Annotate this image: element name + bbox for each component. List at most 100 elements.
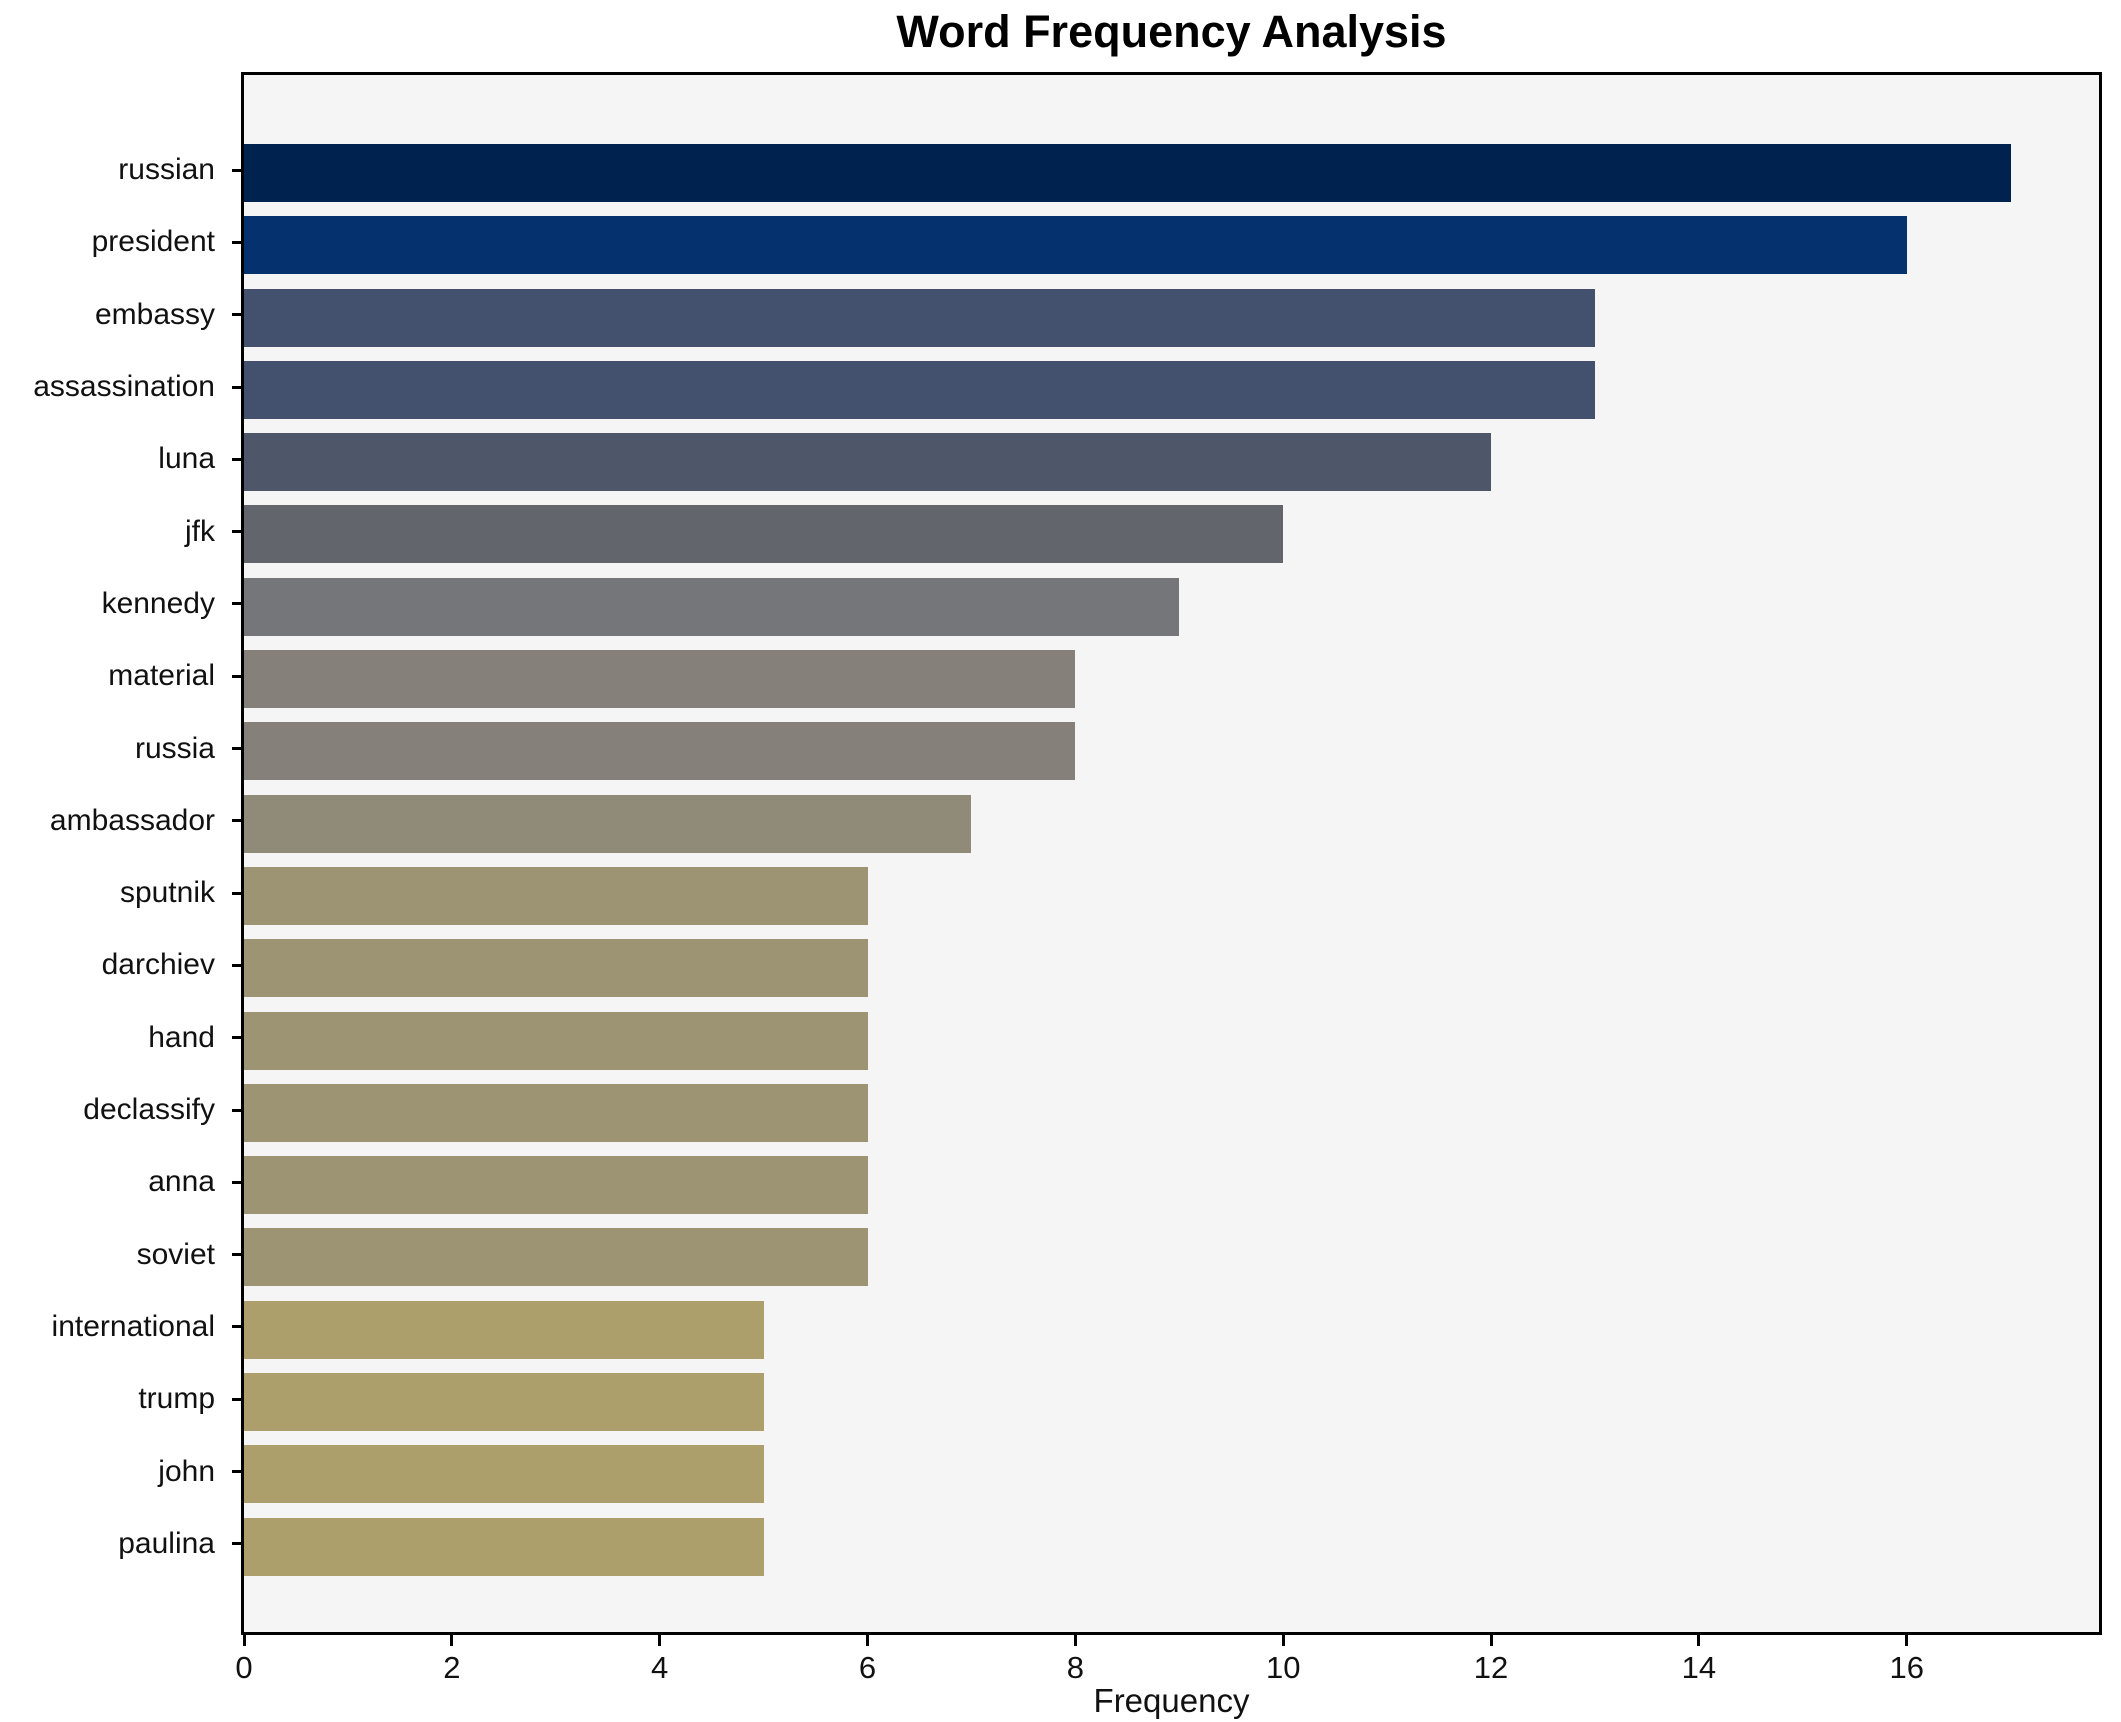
y-tick-mark (232, 240, 241, 244)
y-tick-label-darchiev: darchiev (101, 948, 215, 982)
y-tick-mark (232, 1470, 241, 1474)
bar-band (244, 426, 2099, 498)
x-tick-label-2: 2 (443, 1650, 461, 1685)
bar-band (244, 137, 2099, 209)
bar-band (244, 1077, 2099, 1149)
x-tick-mark (658, 1635, 662, 1646)
bar-hand (244, 1011, 868, 1070)
y-tick-mark (232, 1036, 241, 1040)
bar-president (244, 216, 1907, 275)
y-tick-label-russian: russian (118, 153, 215, 187)
bar-luna (244, 433, 1492, 492)
bar-international (244, 1300, 764, 1359)
bar-band (244, 1511, 2099, 1583)
bars-container (244, 75, 2099, 1632)
y-tick-label-hand: hand (148, 1020, 215, 1054)
x-tick-mark (1073, 1635, 1077, 1646)
bar-band (244, 860, 2099, 932)
bar-declassify (244, 1083, 868, 1142)
y-tick-label-international: international (51, 1309, 215, 1343)
y-tick-label-anna: anna (148, 1165, 215, 1199)
y-tick-label-soviet: soviet (136, 1237, 215, 1271)
y-tick-mark (232, 313, 241, 317)
bar-ambassador (244, 794, 972, 853)
y-tick-mark (232, 963, 241, 967)
y-tick-mark (232, 385, 241, 389)
bar-band (244, 788, 2099, 860)
bar-anna (244, 1156, 868, 1215)
bar-band (244, 1221, 2099, 1293)
y-tick-label-trump: trump (138, 1382, 215, 1416)
bar-darchiev (244, 939, 868, 998)
bar-russian (244, 144, 2011, 202)
x-tick-mark (1489, 1635, 1493, 1646)
bar-band (244, 354, 2099, 426)
y-tick-label-paulina: paulina (118, 1526, 215, 1560)
y-tick-mark (232, 1253, 241, 1257)
y-tick-label-luna: luna (158, 442, 215, 476)
x-tick-label-6: 6 (858, 1650, 877, 1685)
y-tick-mark (232, 1325, 241, 1329)
y-tick-mark (232, 457, 241, 461)
bar-band (244, 1005, 2099, 1077)
bar-band (244, 498, 2099, 570)
bar-paulina (244, 1517, 764, 1576)
y-tick-mark (232, 1180, 241, 1184)
y-tick-label-assassination: assassination (33, 370, 215, 404)
y-tick-mark (232, 819, 241, 823)
bar-band (244, 1366, 2099, 1438)
bar-jfk (244, 505, 1284, 564)
bar-band (244, 571, 2099, 643)
x-tick-label-4: 4 (651, 1650, 669, 1685)
y-tick-label-kennedy: kennedy (101, 586, 215, 620)
x-axis-label: Frequency (1093, 1682, 1250, 1719)
y-tick-mark (232, 674, 241, 678)
x-tick-label-10: 10 (1265, 1650, 1301, 1685)
x-tick-mark (1697, 1635, 1701, 1646)
bar-band (244, 282, 2099, 354)
y-tick-label-sputnik: sputnik (119, 876, 215, 910)
x-tick-label-16: 16 (1889, 1650, 1924, 1685)
x-tick-mark (866, 1635, 870, 1646)
x-tick-mark (450, 1635, 454, 1646)
bar-band (244, 209, 2099, 281)
x-tick-label-12: 12 (1473, 1650, 1509, 1685)
bar-material (244, 650, 1076, 709)
y-tick-mark (232, 1542, 241, 1546)
plot-area (241, 72, 2102, 1635)
bar-trump (244, 1373, 764, 1432)
bar-russia (244, 722, 1076, 781)
x-tick-mark (1905, 1635, 1909, 1646)
y-tick-label-president: president (91, 225, 215, 259)
bar-band (244, 1294, 2099, 1366)
y-tick-mark (232, 891, 241, 895)
bar-sputnik (244, 866, 868, 925)
bar-band (244, 643, 2099, 715)
chart-title: Word Frequency Analysis (896, 6, 1447, 57)
bar-band (244, 1149, 2099, 1221)
y-tick-mark (232, 747, 241, 751)
x-tick-label-8: 8 (1066, 1650, 1084, 1685)
y-tick-label-jfk: jfk (185, 514, 215, 548)
y-tick-label-embassy: embassy (94, 297, 215, 331)
bar-kennedy (244, 577, 1180, 636)
bar-soviet (244, 1228, 868, 1287)
x-tick-label-0: 0 (235, 1650, 253, 1685)
bar-assassination (244, 360, 1595, 419)
y-tick-label-john: john (158, 1454, 215, 1488)
bar-embassy (244, 288, 1595, 347)
bar-band (244, 932, 2099, 1004)
x-tick-mark (1281, 1635, 1285, 1646)
y-tick-mark (232, 1108, 241, 1112)
y-tick-mark (232, 602, 241, 606)
y-tick-label-material: material (108, 659, 215, 693)
y-tick-label-russia: russia (134, 731, 215, 765)
bar-band (244, 715, 2099, 787)
x-tick-label-14: 14 (1681, 1650, 1717, 1685)
y-tick-label-declassify: declassify (83, 1093, 215, 1127)
bar-john (244, 1445, 764, 1504)
bar-band (244, 1438, 2099, 1510)
x-tick-mark (242, 1635, 246, 1646)
y-tick-mark (232, 1397, 241, 1401)
